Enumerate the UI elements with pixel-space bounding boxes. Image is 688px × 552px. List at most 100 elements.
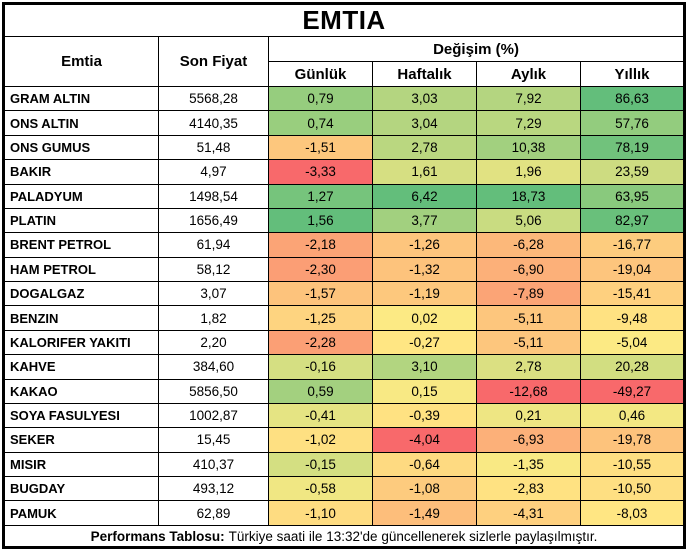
commodity-name: BRENT PETROL: [3, 232, 159, 258]
monthly-change-value: -7,89: [476, 280, 581, 307]
monthly-change-value: 18,73: [476, 183, 581, 209]
weekly-change-value: -1,32: [372, 256, 477, 283]
yearly-change-value: 78,19: [579, 134, 686, 161]
table-row: GRAM ALTIN 5568,28 0,79 3,03 7,92 86,63: [3, 85, 686, 112]
daily-change-value: -1,25: [268, 305, 373, 331]
last-price-value: 58,12: [158, 256, 269, 283]
yearly-change-value: 86,63: [579, 85, 686, 112]
weekly-change-value: 3,77: [372, 207, 477, 234]
weekly-change-value: -1,19: [372, 280, 477, 307]
table-row: KAKAO 5856,50 0,59 0,15 -12,68 -49,27: [3, 378, 686, 404]
yearly-change-value: -10,55: [579, 451, 686, 478]
commodity-name: KALORIFER YAKITI: [3, 329, 159, 356]
last-price-value: 493,12: [158, 475, 269, 502]
monthly-change-value: -5,11: [476, 329, 581, 356]
monthly-change-value: -6,28: [476, 232, 581, 258]
table-row: PAMUK 62,89 -1,10 -1,49 -4,31 -8,03: [3, 500, 686, 526]
last-price-value: 62,89: [158, 500, 269, 526]
yearly-change-value: 82,97: [579, 207, 686, 234]
monthly-change-value: -6,90: [476, 256, 581, 283]
daily-change-value: -2,18: [268, 232, 373, 258]
weekly-change-value: 3,03: [372, 85, 477, 112]
last-price-value: 384,60: [158, 354, 269, 380]
monthly-change-value: -6,93: [476, 427, 581, 453]
last-price-value: 51,48: [158, 134, 269, 161]
table-row: SEKER 15,45 -1,02 -4,04 -6,93 -19,78: [3, 427, 686, 453]
weekly-change-value: -0,64: [372, 451, 477, 478]
monthly-change-value: -5,11: [476, 305, 581, 331]
daily-change-value: 1,27: [268, 183, 373, 209]
yearly-change-value: -19,04: [579, 256, 686, 283]
commodity-name: PALADYUM: [3, 183, 159, 209]
table-row: KAHVE 384,60 -0,16 3,10 2,78 20,28: [3, 354, 686, 380]
commodity-name: SOYA FASULYESI: [3, 402, 159, 429]
col-header-yearly: Yıllık: [579, 61, 686, 87]
commodity-name: ONS GUMUS: [3, 134, 159, 161]
yearly-change-value: 57,76: [579, 110, 686, 136]
footer-text: Türkiye saati ile 13:32'de güncellenerek…: [228, 528, 598, 544]
commodity-name: KAHVE: [3, 354, 159, 380]
commodity-name: HAM PETROL: [3, 256, 159, 283]
commodity-name: GRAM ALTIN: [3, 85, 159, 112]
commodity-name: ONS ALTIN: [3, 110, 159, 136]
commodity-name: PAMUK: [3, 500, 159, 526]
last-price-value: 1498,54: [158, 183, 269, 209]
yearly-change-value: -15,41: [579, 280, 686, 307]
header-row-group: Emtia Son Fiyat Değişim (%): [3, 36, 686, 87]
col-header-last-price: Son Fiyat: [158, 36, 269, 87]
monthly-change-value: -1,35: [476, 451, 581, 478]
monthly-change-value: 7,92: [476, 85, 581, 112]
yearly-change-value: 63,95: [579, 183, 686, 209]
last-price-value: 5568,28: [158, 85, 269, 112]
page-title: EMTIA: [2, 3, 686, 37]
daily-change-value: -0,16: [268, 354, 373, 380]
commodity-name: BUGDAY: [3, 475, 159, 502]
table-row: PALADYUM 1498,54 1,27 6,42 18,73 63,95: [3, 183, 686, 209]
daily-change-value: -1,02: [268, 427, 373, 453]
weekly-change-value: -4,04: [372, 427, 477, 453]
table-row: BRENT PETROL 61,94 -2,18 -1,26 -6,28 -16,77: [3, 232, 686, 258]
yearly-change-value: -9,48: [579, 305, 686, 331]
weekly-change-value: -1,49: [372, 500, 477, 526]
table-row: BENZIN 1,82 -1,25 0,02 -5,11 -9,48: [3, 305, 686, 331]
yearly-change-value: -10,50: [579, 475, 686, 502]
footer-row: Performans Tablosu: Türkiye saati ile 13:…: [2, 525, 686, 548]
col-header-daily: Günlük: [268, 61, 373, 87]
monthly-change-value: -2,83: [476, 475, 581, 502]
commodity-name: DOGALGAZ: [3, 280, 159, 307]
table-body: GRAM ALTIN 5568,28 0,79 3,03 7,92 86,63 ONS AL…: [3, 85, 686, 526]
footer-note: Performans Tablosu: Türkiye saati ile 13:…: [2, 525, 686, 548]
last-price-value: 1656,49: [158, 207, 269, 234]
commodity-name: BENZIN: [3, 305, 159, 331]
weekly-change-value: 0,15: [372, 378, 477, 404]
col-header-commodity: Emtia: [3, 36, 159, 87]
daily-change-value: 0,59: [268, 378, 373, 404]
weekly-change-value: -1,26: [372, 232, 477, 258]
weekly-change-value: 6,42: [372, 183, 477, 209]
daily-change-value: -3,33: [268, 159, 373, 185]
last-price-value: 1002,87: [158, 402, 269, 429]
daily-change-value: -1,51: [268, 134, 373, 161]
last-price-value: 15,45: [158, 427, 269, 453]
monthly-change-value: 2,78: [476, 354, 581, 380]
col-header-change-group: Değişim (%): [267, 36, 686, 62]
weekly-change-value: 2,78: [372, 134, 477, 161]
yearly-change-value: -5,04: [579, 329, 686, 356]
monthly-change-value: -12,68: [476, 378, 581, 404]
monthly-change-value: 5,06: [476, 207, 581, 234]
last-price-value: 1,82: [158, 305, 269, 331]
commodity-name: PLATIN: [3, 207, 159, 234]
col-header-weekly: Haftalık: [372, 61, 477, 87]
table-row: DOGALGAZ 3,07 -1,57 -1,19 -7,89 -15,41: [3, 280, 686, 307]
yearly-change-value: 20,28: [579, 354, 686, 380]
table-row: SOYA FASULYESI 1002,87 -0,41 -0,39 0,21 0,46: [3, 402, 686, 429]
col-header-monthly: Aylık: [476, 61, 581, 87]
daily-change-value: 0,74: [268, 110, 373, 136]
weekly-change-value: 0,02: [372, 305, 477, 331]
daily-change-value: -1,10: [268, 500, 373, 526]
monthly-change-value: 1,96: [476, 159, 581, 185]
table-row: HAM PETROL 58,12 -2,30 -1,32 -6,90 -19,04: [3, 256, 686, 283]
commodity-name: BAKIR: [3, 159, 159, 185]
monthly-change-value: 10,38: [476, 134, 581, 161]
